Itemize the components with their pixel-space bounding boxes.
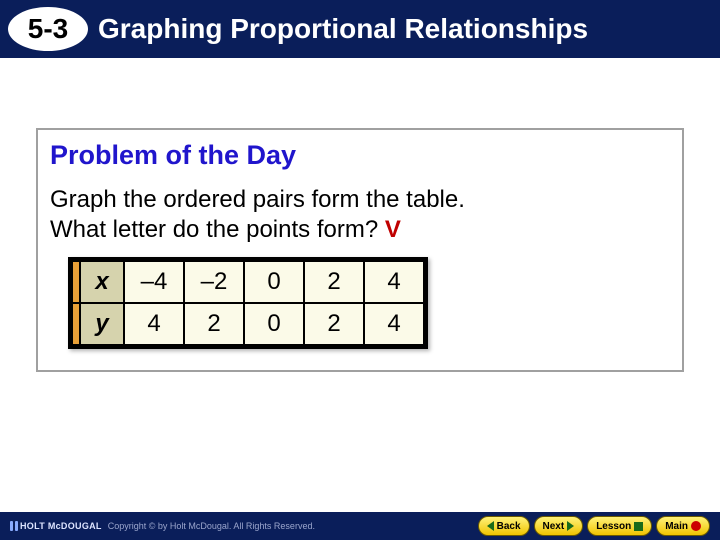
back-label: Back bbox=[497, 521, 521, 532]
row-label-y: y bbox=[80, 303, 124, 345]
lesson-number-badge: 5-3 bbox=[8, 7, 88, 51]
next-button[interactable]: Next bbox=[534, 516, 584, 536]
copyright-area: HOLT McDOUGAL Copyright © by Holt McDoug… bbox=[10, 521, 315, 531]
square-icon bbox=[634, 522, 643, 531]
cell-x-3: 2 bbox=[304, 261, 364, 303]
nav-buttons: Back Next Lesson Main bbox=[478, 516, 710, 536]
table-row-x: x –4 –2 0 2 4 bbox=[72, 261, 424, 303]
holt-logo: HOLT McDOUGAL bbox=[10, 521, 102, 531]
circle-icon bbox=[691, 521, 701, 531]
cell-y-1: 2 bbox=[184, 303, 244, 345]
data-table: x –4 –2 0 2 4 y 4 2 0 2 4 bbox=[68, 257, 428, 349]
cell-x-1: –2 bbox=[184, 261, 244, 303]
cell-x-2: 0 bbox=[244, 261, 304, 303]
page-title: Graphing Proportional Relationships bbox=[98, 13, 588, 45]
logo-bar-icon bbox=[15, 521, 18, 531]
table-accent bbox=[72, 303, 80, 345]
cell-y-2: 0 bbox=[244, 303, 304, 345]
next-label: Next bbox=[543, 521, 565, 532]
arrow-right-icon bbox=[567, 521, 574, 531]
lesson-label: Lesson bbox=[596, 521, 631, 532]
cell-x-4: 4 bbox=[364, 261, 424, 303]
footer-bar: HOLT McDOUGAL Copyright © by Holt McDoug… bbox=[0, 512, 720, 540]
problem-heading: Problem of the Day bbox=[50, 140, 670, 171]
cell-y-0: 4 bbox=[124, 303, 184, 345]
content-area: Problem of the Day Graph the ordered pai… bbox=[0, 58, 720, 372]
cell-x-0: –4 bbox=[124, 261, 184, 303]
copyright-text: Copyright © by Holt McDougal. All Rights… bbox=[108, 521, 315, 531]
lesson-button[interactable]: Lesson bbox=[587, 516, 652, 536]
cell-y-4: 4 bbox=[364, 303, 424, 345]
main-button[interactable]: Main bbox=[656, 516, 710, 536]
problem-line2: What letter do the points form? bbox=[50, 216, 385, 243]
arrow-left-icon bbox=[487, 521, 494, 531]
lesson-number: 5-3 bbox=[28, 13, 68, 45]
table-row-y: y 4 2 0 2 4 bbox=[72, 303, 424, 345]
row-label-x: x bbox=[80, 261, 124, 303]
logo-bar-icon bbox=[10, 521, 13, 531]
cell-y-3: 2 bbox=[304, 303, 364, 345]
problem-answer: V bbox=[385, 216, 401, 243]
problem-line1: Graph the ordered pairs form the table. bbox=[50, 186, 465, 213]
table-accent bbox=[72, 261, 80, 303]
problem-box: Problem of the Day Graph the ordered pai… bbox=[36, 128, 684, 372]
back-button[interactable]: Back bbox=[478, 516, 530, 536]
header-bar: 5-3 Graphing Proportional Relationships bbox=[0, 0, 720, 58]
problem-text: Graph the ordered pairs form the table. … bbox=[50, 185, 670, 245]
brand-text: HOLT McDOUGAL bbox=[20, 521, 102, 531]
main-label: Main bbox=[665, 521, 688, 532]
